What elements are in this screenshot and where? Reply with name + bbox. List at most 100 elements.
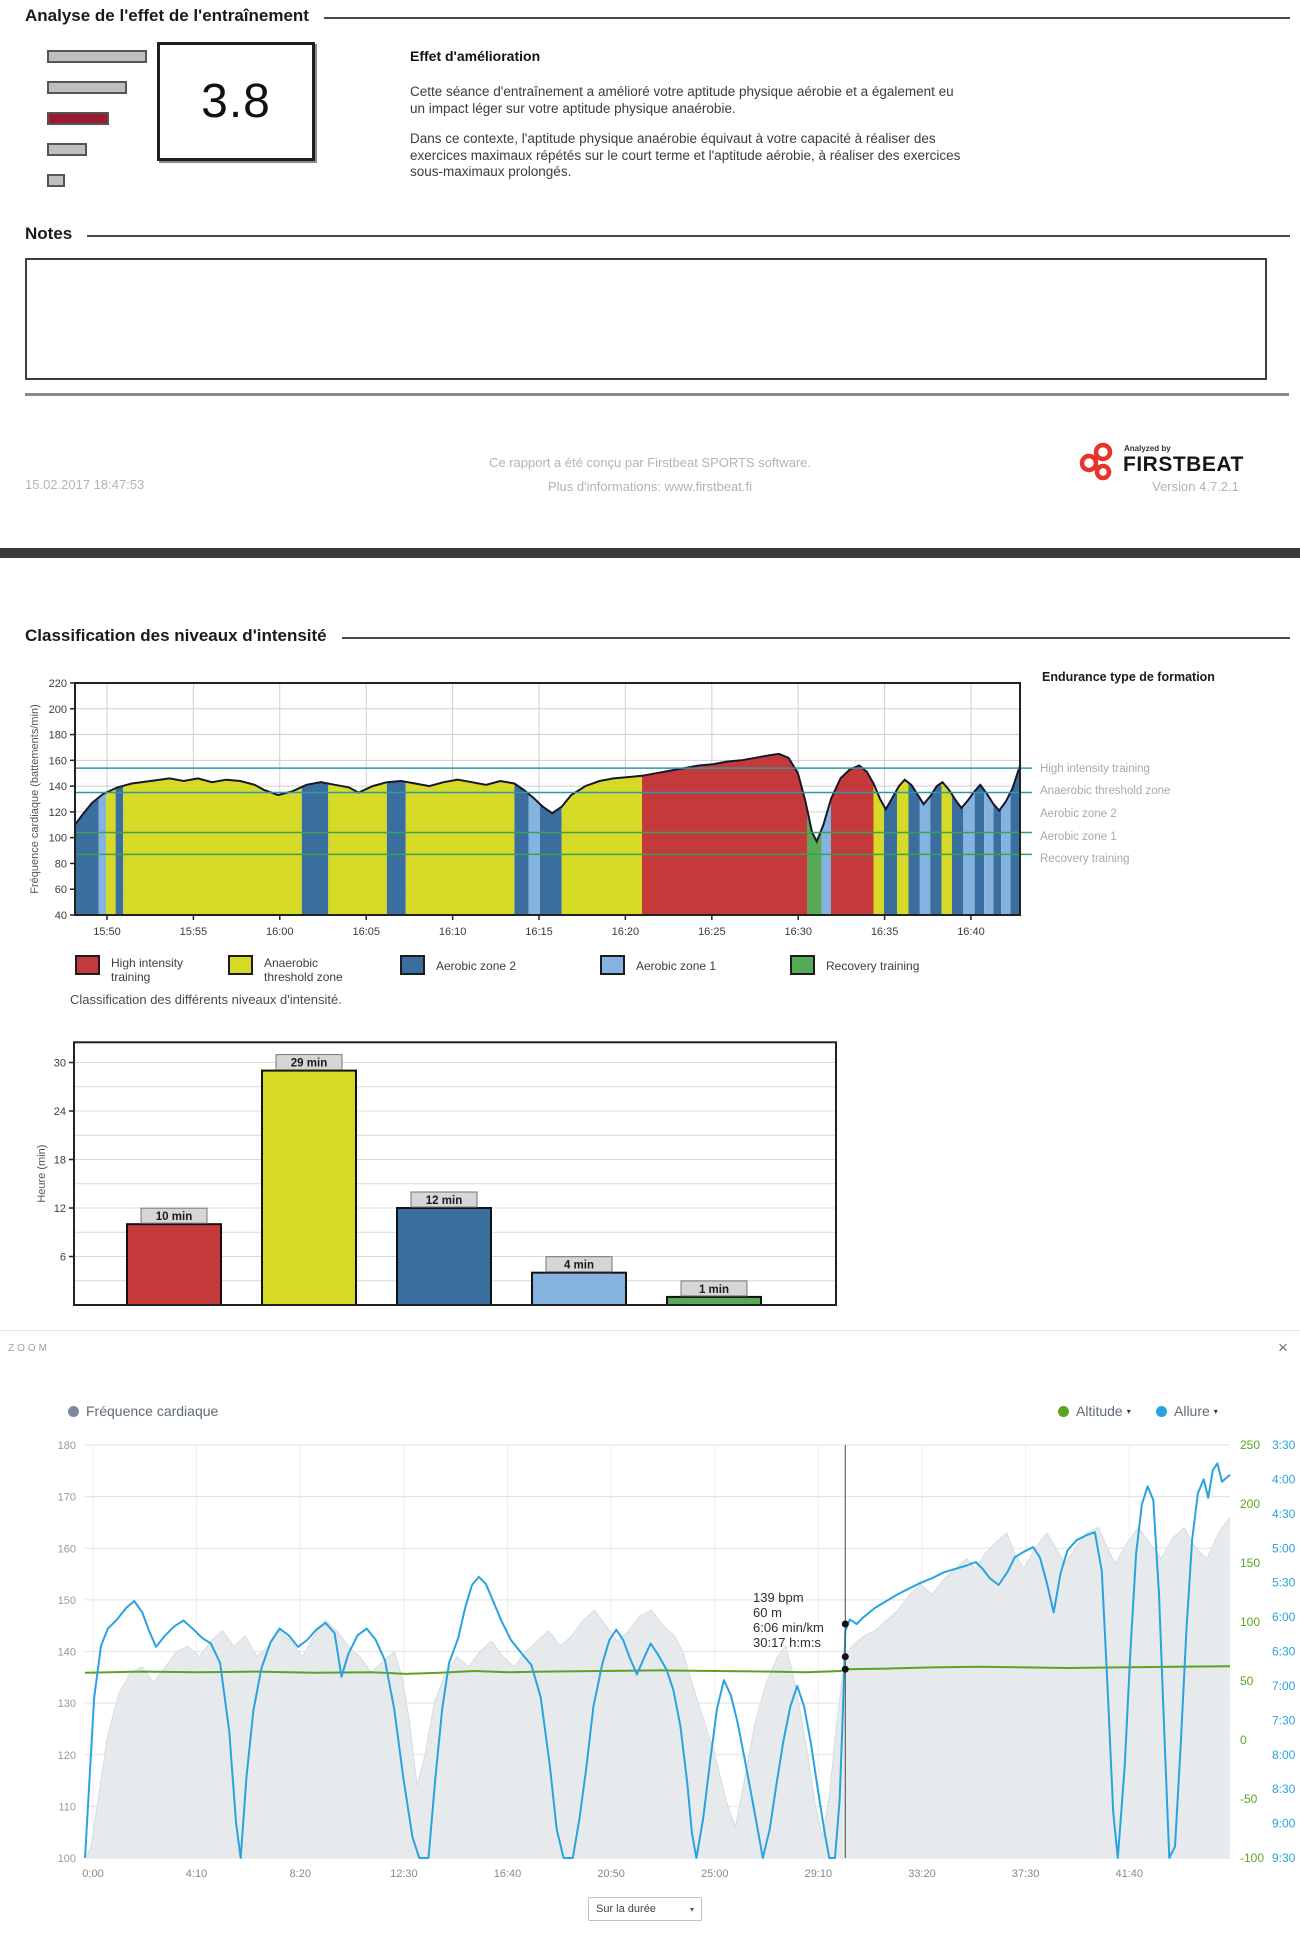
svg-text:8:00: 8:00 bbox=[1272, 1748, 1296, 1762]
chart-tooltip: 139 bpm 60 m 6:06 min/km 30:17 h:m:s bbox=[753, 1590, 824, 1650]
svg-text:4 min: 4 min bbox=[564, 1260, 594, 1272]
report-timestamp: 15.02.2017 18:47:53 bbox=[25, 477, 145, 492]
legend-swatch-aerobic2 bbox=[400, 955, 425, 975]
zoom-panel-title: ZOOM bbox=[8, 1343, 50, 1354]
duration-select[interactable]: Sur la durée ▾ bbox=[588, 1897, 702, 1921]
legend-item-aerobic1: Aerobic zone 1 bbox=[600, 955, 716, 975]
legend-altitude-dropdown[interactable]: Altitude ▾ bbox=[1058, 1403, 1131, 1419]
svg-text:4:10: 4:10 bbox=[186, 1868, 207, 1880]
svg-text:150: 150 bbox=[58, 1595, 76, 1607]
footer-line-2: Plus d'informations: www.firstbeat.fi bbox=[547, 479, 753, 494]
svg-text:200: 200 bbox=[1240, 1497, 1260, 1511]
svg-text:160: 160 bbox=[58, 1543, 76, 1555]
svg-text:170: 170 bbox=[58, 1492, 76, 1504]
svg-text:4:30: 4:30 bbox=[1272, 1507, 1296, 1521]
svg-text:100: 100 bbox=[1240, 1615, 1260, 1629]
svg-text:16:40: 16:40 bbox=[494, 1868, 522, 1880]
section-title-intensity: Classification des niveaux d'intensité bbox=[25, 626, 327, 645]
firstbeat-logo-icon bbox=[1079, 442, 1113, 481]
effect-bar-5 bbox=[47, 174, 65, 187]
tooltip-pace-value: 6:06 min/km bbox=[753, 1620, 824, 1635]
svg-text:100: 100 bbox=[49, 833, 67, 845]
svg-text:5:30: 5:30 bbox=[1272, 1576, 1296, 1590]
brand-name: FIRSTBEAT bbox=[1123, 453, 1244, 476]
svg-text:8:20: 8:20 bbox=[290, 1868, 311, 1880]
hr-curve bbox=[74, 752, 1021, 844]
svg-text:41:40: 41:40 bbox=[1115, 1868, 1143, 1880]
axes: 40 60 80 100 120 140 160 180 200 220 15:50 15:55 16:… bbox=[29, 678, 985, 938]
plot-border bbox=[74, 682, 1021, 916]
bar-4 bbox=[666, 1295, 762, 1306]
altitude-dot-icon bbox=[1058, 1405, 1069, 1417]
legend-label: Recovery training bbox=[826, 959, 920, 973]
notes-rule bbox=[87, 235, 1290, 237]
svg-text:0: 0 bbox=[1240, 1733, 1247, 1747]
svg-text:29:10: 29:10 bbox=[805, 1868, 833, 1880]
legend-label: Aerobic zone 2 bbox=[436, 959, 517, 973]
svg-text:180: 180 bbox=[58, 1440, 76, 1452]
svg-text:16:20: 16:20 bbox=[612, 926, 640, 938]
bar-axes: 6 12 18 24 30 Heure (min) bbox=[36, 1058, 74, 1264]
effect-bar-2 bbox=[47, 81, 127, 94]
bar-chart-caption: Classification des différents niveaux d'… bbox=[70, 992, 342, 1007]
svg-text:120: 120 bbox=[49, 807, 67, 819]
legend-swatch-threshold bbox=[228, 955, 253, 975]
footer-divider bbox=[25, 393, 1289, 396]
bar-0 bbox=[126, 1223, 222, 1307]
improvement-paragraph-2: Dans ce contexte, l'aptitude physique an… bbox=[410, 131, 961, 179]
legend-swatch-aerobic1 bbox=[600, 955, 625, 975]
svg-text:8:30: 8:30 bbox=[1272, 1782, 1296, 1796]
svg-text:20:50: 20:50 bbox=[597, 1868, 625, 1880]
legend-swatch-high-intensity bbox=[75, 955, 100, 975]
svg-text:16:00: 16:00 bbox=[266, 926, 294, 938]
effect-bar-1 bbox=[47, 50, 147, 63]
legend-label: High intensity bbox=[111, 956, 184, 970]
heart-rate-legend-label: Fréquence cardiaque bbox=[86, 1403, 219, 1419]
svg-text:15:55: 15:55 bbox=[180, 926, 208, 938]
svg-text:16:10: 16:10 bbox=[439, 926, 467, 938]
close-icon[interactable]: × bbox=[1278, 1338, 1288, 1357]
tooltip-altitude-value: 60 m bbox=[753, 1605, 782, 1620]
legend-item-recovery: Recovery training bbox=[790, 955, 919, 975]
intensity-rule bbox=[341, 637, 1290, 639]
svg-text:110: 110 bbox=[58, 1801, 76, 1813]
notes-input-area[interactable] bbox=[25, 258, 1267, 380]
svg-text:16:40: 16:40 bbox=[957, 926, 985, 938]
bars bbox=[126, 1069, 762, 1307]
svg-text:140: 140 bbox=[58, 1647, 76, 1659]
legend-swatch-recovery bbox=[790, 955, 815, 975]
section-rule bbox=[323, 17, 1290, 19]
svg-text:Aerobic zone 1: Aerobic zone 1 bbox=[1040, 831, 1117, 843]
svg-text:Recovery training: Recovery training bbox=[1040, 853, 1129, 865]
improvement-effect-title: Effet d'amélioration bbox=[410, 48, 541, 64]
svg-text:-50: -50 bbox=[1240, 1792, 1258, 1806]
svg-text:50: 50 bbox=[1240, 1674, 1254, 1688]
svg-text:16:25: 16:25 bbox=[698, 926, 726, 938]
svg-text:12:30: 12:30 bbox=[390, 1868, 418, 1880]
svg-text:Anaerobic threshold zone: Anaerobic threshold zone bbox=[1040, 785, 1170, 797]
bar-label-4: 1 min bbox=[680, 1280, 748, 1297]
intensity-bar-chart: 10 min 29 min 12 min 4 min 1 min 6 12 18 24 30 Heu… bbox=[36, 1041, 837, 1307]
svg-text:6:00: 6:00 bbox=[1272, 1610, 1296, 1624]
effect-bar-3 bbox=[47, 112, 109, 125]
svg-text:7:30: 7:30 bbox=[1272, 1713, 1296, 1727]
svg-text:High intensity training: High intensity training bbox=[1040, 763, 1150, 775]
svg-text:220: 220 bbox=[49, 678, 67, 690]
zoom-line-chart[interactable]: 180 170 160 150 140 130 120 110 100 250 200 150 100 5… bbox=[0, 1430, 1300, 1885]
legend-pace-dropdown[interactable]: Allure ▾ bbox=[1156, 1403, 1218, 1419]
svg-text:6:30: 6:30 bbox=[1272, 1645, 1296, 1659]
svg-text:30: 30 bbox=[54, 1058, 66, 1070]
svg-text:4:00: 4:00 bbox=[1272, 1472, 1296, 1486]
svg-text:25:00: 25:00 bbox=[701, 1868, 729, 1880]
svg-text:5:00: 5:00 bbox=[1272, 1541, 1296, 1555]
bar-plot-border bbox=[73, 1041, 837, 1306]
improvement-paragraph-1: Cette séance d'entraînement a amélioré v… bbox=[410, 84, 954, 116]
legend-item-high-intensity: High intensity training bbox=[75, 955, 183, 984]
legend-heart-rate[interactable]: Fréquence cardiaque bbox=[68, 1403, 218, 1419]
svg-text:140: 140 bbox=[49, 781, 67, 793]
tooltip-time-value: 30:17 h:m:s bbox=[753, 1635, 821, 1650]
svg-text:24: 24 bbox=[54, 1106, 66, 1118]
section-title-notes: Notes bbox=[25, 224, 73, 243]
pace-legend-label: Allure bbox=[1174, 1403, 1210, 1419]
chevron-down-icon: ▾ bbox=[1126, 1406, 1131, 1416]
